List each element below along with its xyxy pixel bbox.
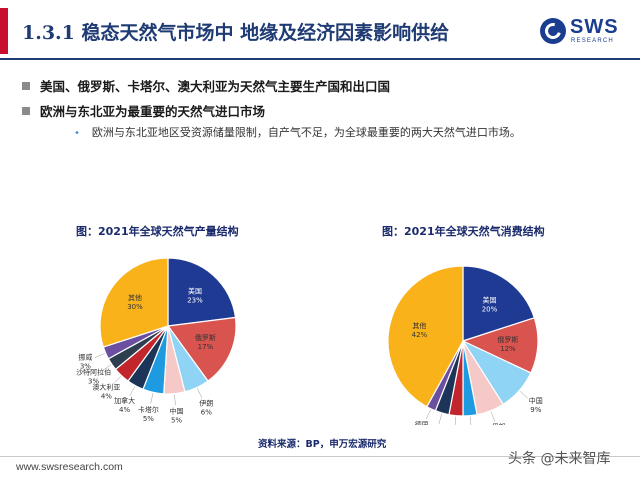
sub-bullet-item: • 欧洲与东北亚地区受资源储量限制，自产气不足，为全球最重要的两大天然气进口市场。 <box>74 124 521 140</box>
slice-label-5: 加拿大 <box>114 396 135 405</box>
slice-value-5: 4% <box>119 406 130 414</box>
slice-value-8: 3% <box>80 363 91 371</box>
square-bullet-icon <box>22 82 30 90</box>
bullet-text: 美国、俄罗斯、卡塔尔、澳大利亚为天然气主要生产国和出口国 <box>40 79 391 94</box>
slice-label-2: 中国 <box>529 396 543 405</box>
page-title: 1.3.1 稳态天然气市场中 地缘及经济因素影响供给 <box>22 22 450 44</box>
slice-value-0: 23% <box>187 296 203 304</box>
chart-title-consumption: 图：2021年全球天然气消费结构 <box>382 225 545 238</box>
slice-label-2: 伊朗 <box>199 398 213 407</box>
slice-label-6: 澳大利亚 <box>92 383 120 392</box>
slice-value-2: 9% <box>530 406 541 414</box>
slice-label-7: 德国 <box>415 420 429 425</box>
leader-line-2 <box>519 391 529 399</box>
slice-value-0: 20% <box>482 306 498 314</box>
slice-label-8: 其他 <box>412 321 426 330</box>
slice-label-3: 中国 <box>170 407 184 416</box>
leader-line-7 <box>102 364 112 371</box>
leader-line-5 <box>454 416 457 425</box>
bullet-item: 美国、俄罗斯、卡塔尔、澳大利亚为天然气主要生产国和出口国 <box>22 76 390 95</box>
slice-value-7: 3% <box>88 378 99 386</box>
chart-title-production: 图：2021年全球天然气产量结构 <box>76 225 239 238</box>
leader-line-8 <box>94 353 105 358</box>
footer-url: www.swsresearch.com <box>16 461 123 473</box>
slice-value-1: 17% <box>198 343 214 351</box>
logo-icon <box>540 18 566 44</box>
slice-value-4: 5% <box>143 415 154 423</box>
footer-divider <box>0 456 640 457</box>
pie-slice-0 <box>462 265 536 342</box>
leader-line-2 <box>197 388 203 399</box>
leader-line-3 <box>490 411 496 422</box>
leader-line-6 <box>113 376 121 385</box>
slice-label-0: 美国 <box>188 286 202 295</box>
bullet-text: 欧洲与东北亚为最重要的天然气进口市场 <box>40 104 266 119</box>
slice-value-2: 6% <box>201 408 212 416</box>
leader-line-7 <box>425 409 431 420</box>
slice-value-3: 5% <box>171 417 182 425</box>
production-pie-chart: 美国23%俄罗斯17%伊朗6%中国5%卡塔尔5%加拿大4%澳大利亚4%沙特阿拉伯… <box>76 257 237 425</box>
sws-logo: SWS RESEARCH <box>540 14 630 50</box>
slice-label-7: 沙特阿拉伯 <box>76 368 111 377</box>
logo-subtext: RESEARCH <box>571 38 614 44</box>
slice-label-4: 卡塔尔 <box>138 405 159 414</box>
leader-line-4 <box>150 393 154 404</box>
consumption-pie-chart: 美国20%俄罗斯12%中国9%伊朗6%加拿大3%沙特阿拉伯3%日本3%德国2%其… <box>387 265 543 425</box>
square-bullet-icon <box>22 107 30 115</box>
bullet-item: 欧洲与东北亚为最重要的天然气进口市场 <box>22 101 265 120</box>
leader-line-3 <box>174 394 176 406</box>
pie-slice-1 <box>166 316 237 382</box>
pie-slice-8 <box>387 265 464 408</box>
title-bar: 1.3.1 稳态天然气市场中 地缘及经济因素影响供给 SWS RESEARCH <box>0 0 640 62</box>
slice-value-6: 4% <box>101 393 112 401</box>
sub-bullet-text: 欧洲与东北亚地区受资源储量限制，自产气不足，为全球最重要的两大天然气进口市场。 <box>91 126 521 139</box>
leader-line-5 <box>129 386 135 396</box>
dot-bullet-icon: • <box>74 128 80 139</box>
title-divider <box>0 58 640 60</box>
slice-value-1: 12% <box>500 345 516 353</box>
slice-label-1: 俄罗斯 <box>497 335 518 344</box>
slice-value-9: 30% <box>127 303 143 311</box>
slice-label-9: 其他 <box>128 293 142 302</box>
title-accent <box>0 8 8 54</box>
slice-label-8: 挪威 <box>78 353 92 362</box>
slice-value-8: 42% <box>412 331 428 339</box>
slice-label-1: 俄罗斯 <box>195 333 216 342</box>
slice-label-0: 美国 <box>483 296 497 305</box>
slice-label-3: 伊朗 <box>492 422 506 425</box>
pie-slice-0 <box>167 257 237 327</box>
logo-text: SWS <box>570 16 619 38</box>
leader-line-6 <box>438 413 443 425</box>
leader-line-4 <box>469 416 472 425</box>
watermark-text: 头条 @未来智库 <box>508 451 611 467</box>
source-note: 资料来源：BP，申万宏源研究 <box>258 439 387 450</box>
pie-slice-9 <box>99 257 169 348</box>
